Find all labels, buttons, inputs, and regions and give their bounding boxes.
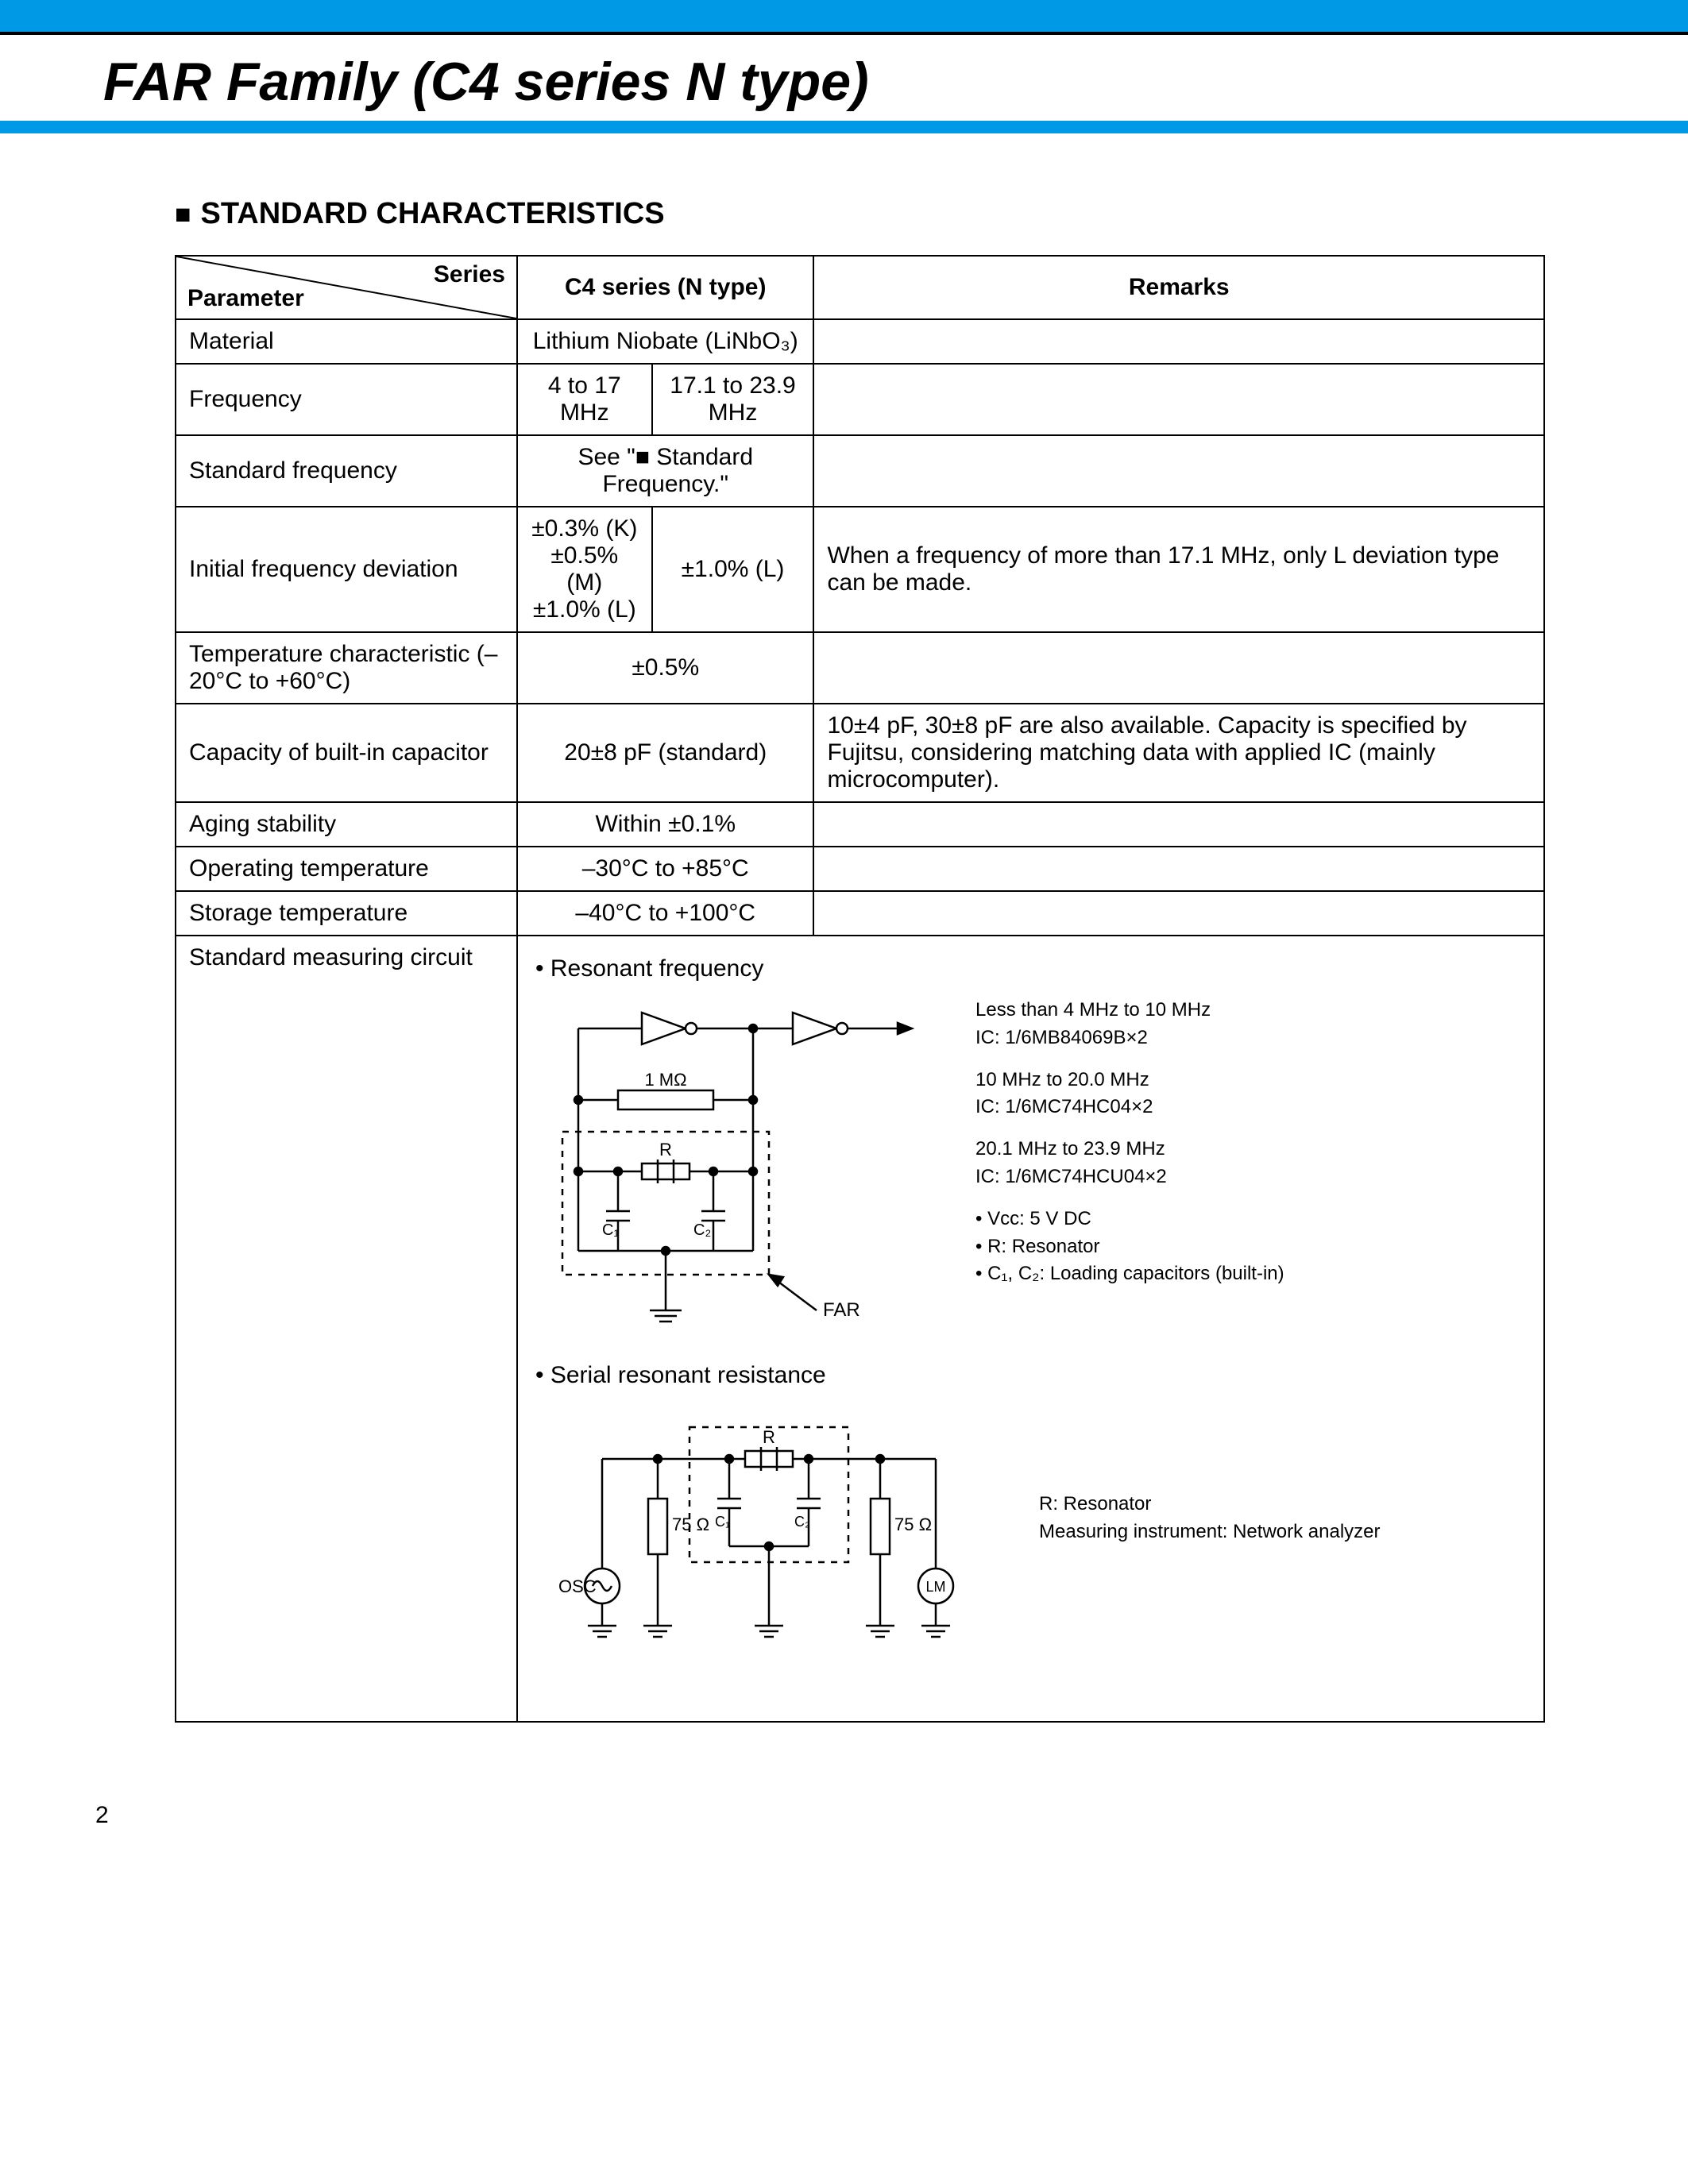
param-cell: Aging stability — [176, 802, 517, 847]
value-cell: 17.1 to 23.9 MHz — [652, 364, 814, 435]
svg-text:C₁: C₁ — [602, 1221, 619, 1239]
param-cell: Capacity of built-in capacitor — [176, 704, 517, 802]
circuit-2-notes: R: Resonator Measuring instrument: Netwo… — [1039, 1403, 1381, 1546]
table-row: Standard measuring circuit • Resonant fr… — [176, 936, 1544, 1722]
table-row: Standard frequency See "■ Standard Frequ… — [176, 435, 1544, 507]
param-cell: Initial frequency deviation — [176, 507, 517, 632]
value-cell: –30°C to +85°C — [517, 847, 813, 891]
svg-text:OSC: OSC — [558, 1576, 597, 1596]
remarks-cell — [813, 632, 1544, 704]
value-cell: Lithium Niobate (LiNbO₃) — [517, 319, 813, 364]
page-number: 2 — [0, 1770, 1688, 1861]
remarks-cell — [813, 891, 1544, 936]
remarks-cell — [813, 435, 1544, 507]
table-row: Aging stability Within ±0.1% — [176, 802, 1544, 847]
table-row: Material Lithium Niobate (LiNbO₃) — [176, 319, 1544, 364]
section-heading: ■ STANDARD CHARACTERISTICS — [175, 197, 1545, 231]
circuit-1-notes: Less than 4 MHz to 10 MHz IC: 1/6MB84069… — [975, 997, 1284, 1288]
param-cell: Standard measuring circuit — [176, 936, 517, 1722]
param-cell: Storage temperature — [176, 891, 517, 936]
svg-text:C₁: C₁ — [715, 1514, 730, 1530]
corner-series-label: Series — [434, 261, 505, 288]
col-header-series: C4 series (N type) — [517, 256, 813, 319]
value-cell: ±0.3% (K) ±0.5% (M) ±1.0% (L) — [517, 507, 652, 632]
value-cell: ±1.0% (L) — [652, 507, 814, 632]
corner-parameter-label: Parameter — [187, 285, 304, 312]
remarks-cell — [813, 802, 1544, 847]
svg-text:C₂: C₂ — [794, 1514, 810, 1530]
table-row: Storage temperature –40°C to +100°C — [176, 891, 1544, 936]
remarks-cell — [813, 364, 1544, 435]
param-cell: Operating temperature — [176, 847, 517, 891]
value-cell: See "■ Standard Frequency." — [517, 435, 813, 507]
svg-text:75 Ω: 75 Ω — [672, 1515, 709, 1534]
page-title: FAR Family (C4 series N type) — [103, 51, 1585, 113]
serial-resonant-circuit-diagram: R C₁ C₂ 75 Ω 75 Ω OSC LM — [531, 1403, 1007, 1657]
measuring-circuits-cell: • Resonant frequency — [517, 936, 1544, 1722]
header-accent-rule — [0, 121, 1688, 133]
table-row: Temperature characteristic (–20°C to +60… — [176, 632, 1544, 704]
remarks-cell — [813, 319, 1544, 364]
remarks-cell: 10±4 pF, 30±8 pF are also available. Cap… — [813, 704, 1544, 802]
header-accent-bar — [0, 0, 1688, 32]
param-cell: Temperature characteristic (–20°C to +60… — [176, 632, 517, 704]
value-cell: ±0.5% — [517, 632, 813, 704]
param-cell: Frequency — [176, 364, 517, 435]
characteristics-table: Parameter Series C4 series (N type) Rema… — [175, 255, 1545, 1723]
table-row: Frequency 4 to 17 MHz 17.1 to 23.9 MHz — [176, 364, 1544, 435]
svg-text:FAR: FAR — [823, 1299, 860, 1321]
value-cell: 20±8 pF (standard) — [517, 704, 813, 802]
square-bullet-icon: ■ — [175, 199, 191, 230]
section-title-text: STANDARD CHARACTERISTICS — [201, 197, 665, 230]
table-row: Operating temperature –30°C to +85°C — [176, 847, 1544, 891]
table-row: Capacity of built-in capacitor 20±8 pF (… — [176, 704, 1544, 802]
param-cell: Standard frequency — [176, 435, 517, 507]
param-cell: Material — [176, 319, 517, 364]
value-cell: 4 to 17 MHz — [517, 364, 652, 435]
svg-text:C₂: C₂ — [693, 1221, 711, 1239]
remarks-cell — [813, 847, 1544, 891]
svg-text:75 Ω: 75 Ω — [894, 1515, 932, 1534]
table-corner-cell: Parameter Series — [176, 256, 517, 319]
svg-text:1 MΩ: 1 MΩ — [644, 1070, 686, 1090]
resonant-frequency-circuit-diagram: 1 MΩ R C₁ C₂ FAR — [531, 997, 944, 1330]
table-row: Initial frequency deviation ±0.3% (K) ±0… — [176, 507, 1544, 632]
svg-text:R: R — [763, 1427, 775, 1447]
col-header-remarks: Remarks — [813, 256, 1544, 319]
value-cell: –40°C to +100°C — [517, 891, 813, 936]
remarks-cell: When a frequency of more than 17.1 MHz, … — [813, 507, 1544, 632]
circuit-1-title: • Resonant frequency — [535, 955, 1531, 982]
svg-text:LM: LM — [925, 1579, 945, 1595]
svg-text:R: R — [659, 1140, 672, 1160]
circuit-2-title: • Serial resonant resistance — [535, 1362, 1531, 1389]
value-cell: Within ±0.1% — [517, 802, 813, 847]
